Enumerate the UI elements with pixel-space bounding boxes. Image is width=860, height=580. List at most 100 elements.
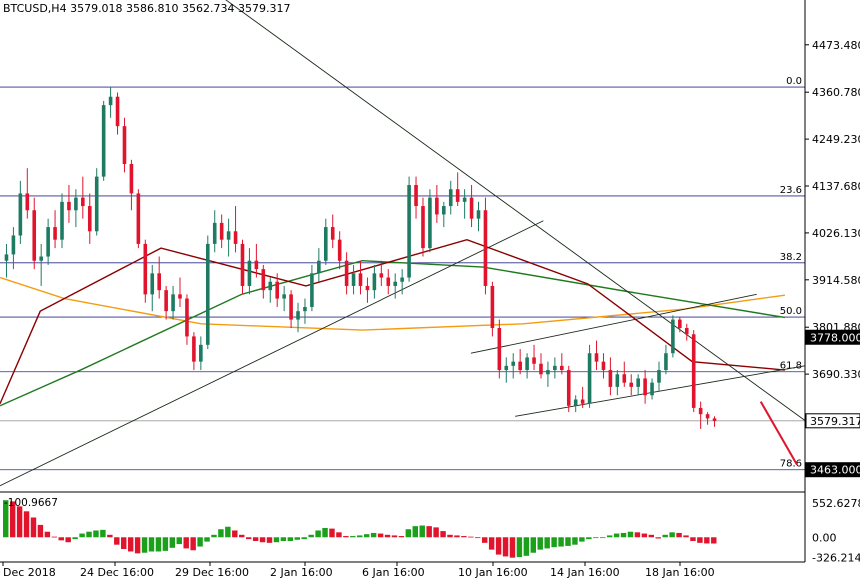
oscillator-bar: [593, 537, 599, 539]
candle-body: [11, 235, 16, 255]
candle-body: [226, 231, 231, 240]
oscillator-bar: [280, 537, 287, 541]
trendline: [470, 293, 757, 354]
oscillator-bar: [488, 537, 495, 550]
oscillator-bar: [523, 537, 530, 556]
oscillator-bar: [683, 535, 689, 538]
candle-body: [129, 164, 134, 194]
candlesticks: [4, 87, 717, 429]
oscillator-bar: [586, 537, 592, 540]
oscillator-bar: [329, 528, 335, 538]
candle-body: [400, 277, 404, 282]
candle-body: [94, 176, 99, 232]
oscillator-bar: [391, 535, 398, 538]
candle-body: [421, 206, 425, 249]
oscillator-bar: [572, 537, 578, 545]
oscillator-bar: [204, 537, 210, 542]
oscillator-bar: [440, 531, 446, 538]
candle-body: [39, 256, 43, 261]
candle-body: [199, 344, 203, 362]
price-tag-label: 3579.317: [810, 415, 860, 428]
candle-body: [615, 374, 620, 387]
oscillator-bar: [155, 537, 162, 552]
candle-body: [379, 273, 384, 278]
oscillator-bar: [134, 537, 141, 554]
candle-body: [87, 206, 92, 232]
oscillator-bar: [211, 534, 217, 538]
candle-body: [344, 260, 349, 286]
candle-body: [303, 306, 307, 312]
oscillator-bar: [176, 537, 182, 545]
candle-body: [435, 197, 439, 215]
oscillator-bar: [239, 534, 245, 538]
candle-body: [351, 273, 356, 286]
candle-body: [608, 370, 613, 387]
chart-header: BTCUSD,H4 3579.018 3586.810 3562.734 357…: [3, 2, 291, 15]
oscillator-bar: [100, 529, 106, 538]
oscillator-bar: [627, 531, 634, 538]
oscillator-bar: [426, 526, 432, 538]
candle-body: [219, 222, 224, 240]
candle-body: [212, 222, 217, 244]
oscillator-bar: [287, 537, 294, 541]
oscillator-bar: [16, 506, 23, 538]
oscillator-bar: [9, 501, 16, 538]
oscillator-bar: [336, 532, 342, 538]
oscillator-tick-label: 0.00: [812, 531, 837, 544]
candle-body: [539, 363, 543, 375]
price-tag: [805, 413, 860, 429]
candle-body: [282, 294, 286, 299]
oscillator-bar: [44, 531, 51, 538]
candle-body: [157, 273, 161, 291]
candle-body: [525, 357, 529, 371]
oscillator-bar: [481, 537, 488, 543]
oscillator-bar: [475, 537, 481, 539]
candle-body: [566, 370, 571, 406]
candle-body: [122, 126, 127, 164]
moving-averages: [0, 238, 785, 407]
oscillator-bar: [58, 537, 64, 541]
candle-body: [497, 328, 502, 371]
oscillator-bar: [294, 537, 300, 540]
x-tick-label: 10 Jan 16:00: [458, 566, 528, 579]
candle-body: [205, 243, 210, 345]
price-tag-label: 3463.000: [810, 464, 860, 477]
x-tick-label: 2 Jan 16:00: [270, 566, 333, 579]
candle-body: [150, 273, 155, 295]
oscillator-bar: [697, 537, 703, 543]
candle-body: [247, 260, 252, 286]
candle-body: [143, 243, 148, 295]
candle-body: [108, 96, 113, 106]
oscillator-bar: [141, 537, 148, 553]
candle-body: [310, 273, 314, 307]
oscillator-bar: [509, 537, 516, 558]
projection-arrow: [759, 401, 798, 466]
candle-body: [546, 370, 550, 375]
candle-body: [671, 319, 675, 354]
oscillator-bar: [169, 537, 176, 548]
oscillator-bar: [530, 537, 537, 553]
candle-body: [601, 361, 606, 371]
oscillator-bar: [370, 532, 377, 538]
fib-label: 38.2: [780, 252, 802, 263]
candle-body: [46, 227, 50, 257]
oscillator-bar: [127, 537, 134, 552]
candle-body: [372, 273, 377, 291]
price-tag: [805, 329, 860, 345]
candle-body: [504, 365, 509, 371]
candle-body: [587, 353, 592, 404]
candle-body: [560, 365, 564, 371]
oscillator-bar: [634, 532, 641, 538]
oscillator-bar: [65, 537, 71, 543]
oscillator-bar: [704, 537, 710, 544]
oscillator-bar: [343, 536, 349, 538]
candle-body: [185, 298, 189, 337]
fib-label: 0.0: [786, 76, 802, 87]
candle-body: [629, 382, 634, 387]
candle-body: [691, 334, 696, 408]
candle-body: [60, 201, 64, 240]
candle-body: [518, 361, 522, 371]
oscillator-bar: [655, 537, 661, 539]
candle-body: [330, 227, 335, 240]
oscillator-bar: [218, 529, 224, 538]
